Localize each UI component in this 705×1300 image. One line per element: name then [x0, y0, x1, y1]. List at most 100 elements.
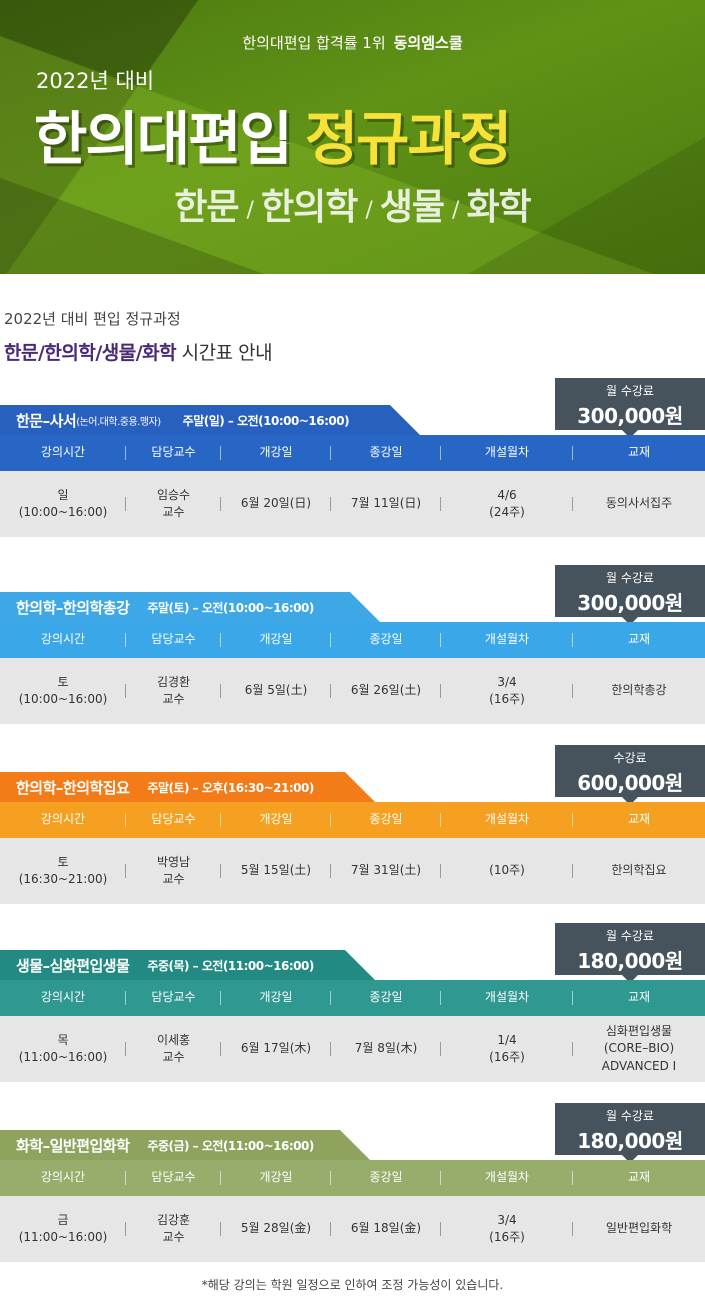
course-title-bar: 생물–심화편입생물 주중(목) – 오전(11:00~16:00): [0, 950, 375, 980]
table-cell-time: 목 (11:00~16:00): [0, 1016, 126, 1082]
table-header-cell: 강의시간: [0, 802, 126, 838]
banner-subjects: 한문 / 한의학 / 생물 / 화학: [0, 178, 705, 230]
table-header-cell: 개강일: [221, 980, 331, 1016]
table-header-row: 강의시간 담당교수 개강일 종강일 개설월차 교재: [0, 802, 705, 838]
tuition-amount: 300,000원: [577, 404, 683, 428]
table-cell-month: 3/4 (16주): [441, 658, 573, 724]
table-cell-end: 7월 31일(土): [331, 838, 441, 904]
intro-title-bold: 한문/한의학/생물/화학: [4, 342, 177, 364]
table-header-cell: 교재: [627, 990, 651, 1005]
table-cell-professor: 김강훈 교수: [126, 1196, 221, 1262]
table-cell-professor: 김경환 교수: [126, 658, 221, 724]
table-cell-end: 7월 11일(日): [331, 471, 441, 537]
table-cell-time: 토 (10:00~16:00): [0, 658, 126, 724]
course-title-bar: 한의학–한의학총강 주말(토) – 오전(10:00~16:00): [0, 592, 380, 622]
course-title-bar: 한문–사서 (논어.대학.중용.맹자) 주말(일) – 오전(10:00~16:00…: [0, 405, 420, 435]
table-header-cell: 담당교수: [126, 435, 221, 471]
table-cell-month: 3/4 (16주): [441, 1196, 573, 1262]
banner-year: 2022년 대비: [36, 69, 155, 93]
tagline-text: 한의대편입 합격률 1위: [242, 34, 386, 52]
table-cell-professor: 임승수 교수: [126, 471, 221, 537]
table-row: 토 (10:00~16:00) 김경환 교수 6월 5일(土) 6월 26일(土) 3/…: [0, 658, 705, 724]
tuition-label: 월 수강료: [606, 571, 654, 585]
table-header-row: 강의시간 담당교수 개강일 종강일 개설월차 교재: [0, 1160, 705, 1196]
table-header-cell: 개강일: [221, 1160, 331, 1196]
table-header-cell: 교재: [627, 812, 651, 827]
table-cell-textbook: 심화편입생물 (CORE–BIO) ADVANCED Ⅰ: [601, 1023, 677, 1073]
banner-shape: [0, 0, 705, 274]
table-cell-textbook: 한의학총강: [611, 683, 667, 698]
table-cell-time: 토 (16:30~21:00): [0, 838, 126, 904]
tuition-amount: 180,000원: [577, 1129, 683, 1153]
banner-title-yellow: 정규과정: [304, 105, 512, 173]
tuition-badge: 월 수강료 300,000원: [555, 565, 705, 625]
table-header-cell: 개강일: [221, 435, 331, 471]
course-block: 한문–사서 (논어.대학.중용.맹자) 주말(일) – 오전(10:00~16:00…: [0, 378, 705, 553]
table-cell-month: 4/6 (24주): [441, 471, 573, 537]
table-row: 금 (11:00~16:00) 김강훈 교수 5월 28일(金) 6월 18일(金) 3…: [0, 1196, 705, 1262]
course-name: 한의학–한의학집요: [16, 778, 130, 797]
course-schedule: 주중(금) – 오전(11:00~16:00): [147, 1138, 314, 1153]
table-cell-textbook: 동의사서집주: [605, 496, 673, 511]
subject-label: 한의학: [260, 187, 358, 228]
course-block: 화학–일반편입화학 주중(금) – 오전(11:00~16:00) 월 수강료 180…: [0, 1103, 705, 1278]
banner-shape: [0, 0, 705, 274]
tuition-badge: 수강료 600,000원: [555, 745, 705, 805]
table-header-cell: 개강일: [221, 802, 331, 838]
course-schedule: 주말(토) – 오후(16:30~21:00): [147, 780, 314, 795]
table-header-cell: 교재: [627, 1170, 651, 1185]
course-name: 한의학–한의학총강: [16, 598, 130, 617]
table-cell-start: 5월 15일(土): [221, 838, 331, 904]
subject-separator: /: [246, 198, 254, 223]
course-schedule: 주중(목) – 오전(11:00~16:00): [147, 958, 314, 973]
hero-banner: 한의대편입 합격률 1위 동의엠스쿨 2022년 대비 한의대편입 정규과정 한문 /…: [0, 0, 705, 274]
table-cell-start: 6월 20일(日): [221, 471, 331, 537]
tuition-label: 월 수강료: [606, 384, 654, 398]
intro-title: 한문/한의학/생물/화학 시간표 안내: [4, 338, 273, 365]
course-block: 한의학–한의학총강 주말(토) – 오전(10:00~16:00) 월 수강료 300…: [0, 565, 705, 740]
table-cell-time: 일 (10:00~16:00): [0, 471, 126, 537]
tuition-label: 월 수강료: [606, 929, 654, 943]
table-cell-professor: 박영남 교수: [126, 838, 221, 904]
subject-separator: /: [452, 198, 459, 223]
table-cell-textbook: 일반편입화학: [605, 1221, 673, 1236]
table-header-cell: 담당교수: [126, 622, 221, 658]
table-header-cell: 종강일: [331, 435, 441, 471]
table-cell-month: 1/4 (16주): [441, 1016, 573, 1082]
tuition-badge: 월 수강료 180,000원: [555, 923, 705, 983]
table-cell-end: 6월 18일(金): [331, 1196, 441, 1262]
table-header-cell: 강의시간: [0, 1160, 126, 1196]
table-header-cell: 담당교수: [126, 980, 221, 1016]
table-header-cell: 강의시간: [0, 980, 126, 1016]
tuition-amount: 600,000원: [577, 771, 683, 795]
course-title-bar: 한의학–한의학집요 주말(토) – 오후(16:30~21:00): [0, 772, 375, 802]
course-schedule: 주말(토) – 오전(10:00~16:00): [147, 600, 314, 615]
table-header-cell: 종강일: [331, 1160, 441, 1196]
table-cell-start: 6월 5일(土): [221, 658, 331, 724]
tuition-badge: 월 수강료 180,000원: [555, 1103, 705, 1163]
table-header-cell: 담당교수: [126, 802, 221, 838]
subject-separator: /: [365, 198, 372, 223]
tuition-badge: 월 수강료 300,000원: [555, 378, 705, 438]
subject-label: 생물: [379, 187, 445, 228]
table-row: 일 (10:00~16:00) 임승수 교수 6월 20일(日) 7월 11일(日) 4…: [0, 471, 705, 537]
course-name: 화학–일반편입화학: [16, 1136, 130, 1155]
table-header-cell: 개강일: [221, 622, 331, 658]
table-header-cell: 교재: [627, 445, 651, 460]
course-title-bar: 화학–일반편입화학 주중(금) – 오전(11:00~16:00): [0, 1130, 370, 1160]
table-header-cell: 종강일: [331, 802, 441, 838]
banner-title-white: 한의대편입: [34, 105, 293, 173]
table-cell-start: 6월 17일(木): [221, 1016, 331, 1082]
tuition-label: 월 수강료: [606, 1109, 654, 1123]
brand-name: 동의엠스쿨: [393, 34, 463, 52]
subject-label: 화학: [466, 187, 531, 228]
table-cell-end: 6월 26일(土): [331, 658, 441, 724]
footer-note: *해당 강의는 학원 일정으로 인하여 조정 가능성이 있습니다.: [201, 1278, 504, 1292]
table-header-cell: 담당교수: [126, 1160, 221, 1196]
table-header-row: 강의시간 담당교수 개강일 종강일 개설월차 교재: [0, 435, 705, 471]
table-header-cell: 강의시간: [0, 435, 126, 471]
course-name: 생물–심화편입생물: [16, 956, 130, 975]
intro-title-rest: 시간표 안내: [176, 342, 273, 364]
table-header-cell: 개설월차: [441, 435, 573, 471]
tuition-label: 수강료: [613, 751, 647, 765]
